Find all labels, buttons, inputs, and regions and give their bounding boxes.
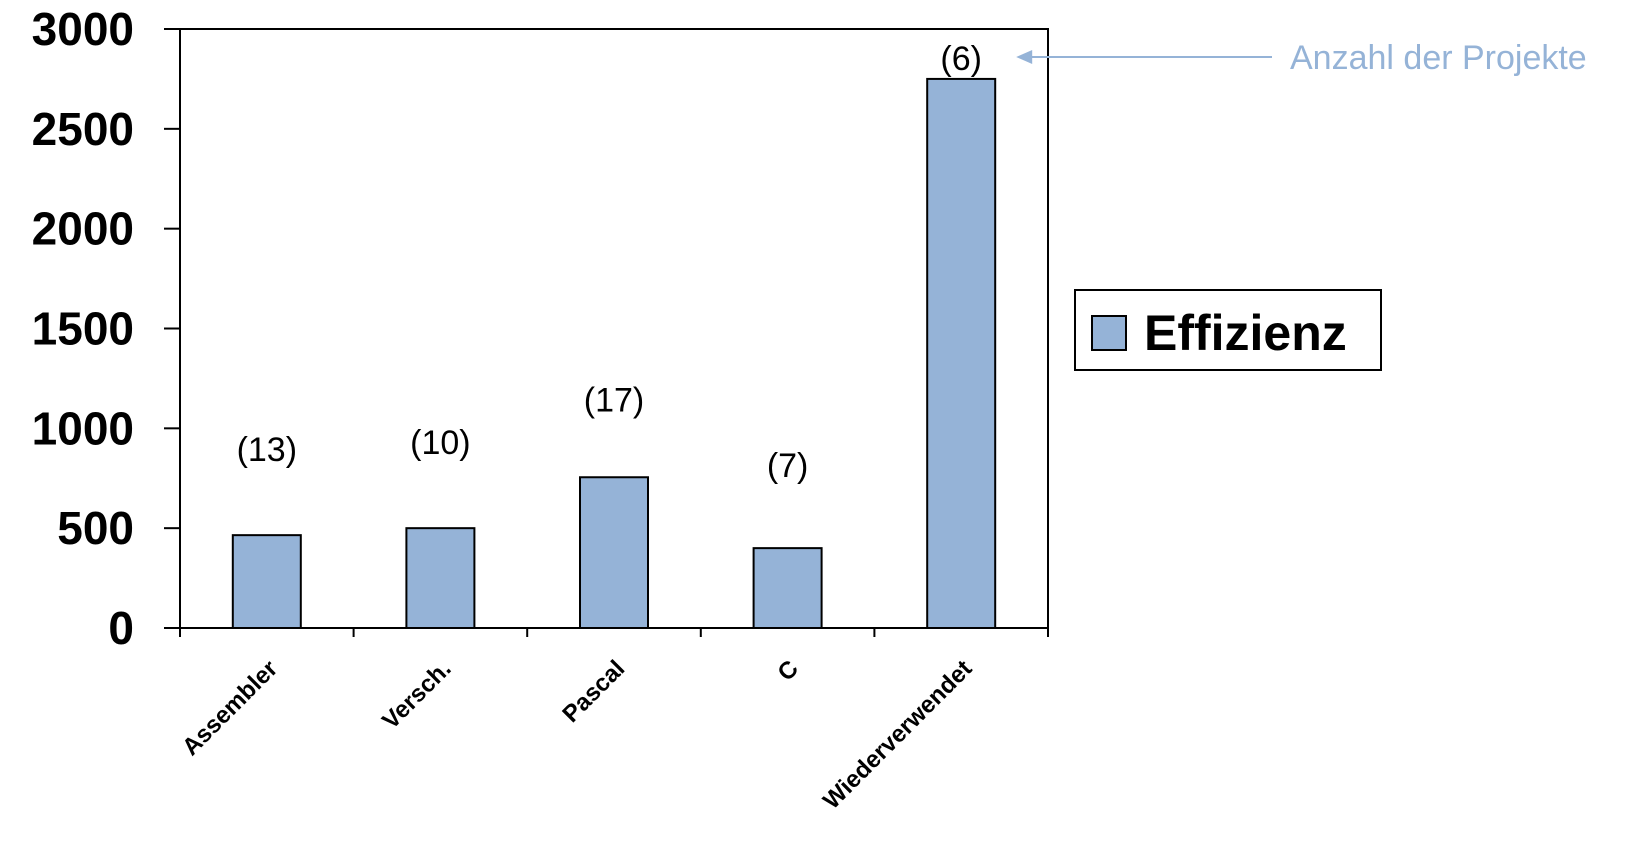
bar-versch xyxy=(405,527,476,630)
data-label: (6) xyxy=(940,40,982,78)
plot-area: 0 500 1000 1500 2000 2500 3000 (13) Assembler (10… xyxy=(32,3,1587,815)
annotation-arrowhead xyxy=(1016,50,1033,64)
y-tick-label: 500 xyxy=(57,502,134,554)
data-label: (17) xyxy=(584,381,644,419)
x-category-label: Pascal xyxy=(557,655,630,728)
x-category-label: C xyxy=(772,655,803,686)
bar-assembler xyxy=(231,534,302,630)
data-label: (10) xyxy=(410,424,470,462)
y-tick-label: 1500 xyxy=(32,303,134,355)
bar-wiederverwendet xyxy=(926,77,997,629)
x-category-label: Wiederverwendet xyxy=(818,655,977,814)
y-tick-label: 1000 xyxy=(32,402,134,454)
bar-pascal xyxy=(579,476,649,630)
legend-swatch xyxy=(1091,315,1127,351)
legend: Effizienz xyxy=(1074,289,1382,371)
data-label: (13) xyxy=(237,431,297,469)
y-tick-label: 0 xyxy=(108,602,134,654)
x-category-label: Versch. xyxy=(377,655,456,734)
data-label: (7) xyxy=(767,447,809,485)
bar-c xyxy=(752,547,823,630)
y-tick-label: 2500 xyxy=(32,103,134,155)
y-tick-label: 3000 xyxy=(32,3,134,55)
annotation-text: Anzahl der Projekte xyxy=(1290,39,1587,77)
legend-label-effizienz: Effizienz xyxy=(1144,305,1347,361)
y-tick-label: 2000 xyxy=(32,203,134,255)
x-category-label: Assembler xyxy=(177,655,283,761)
